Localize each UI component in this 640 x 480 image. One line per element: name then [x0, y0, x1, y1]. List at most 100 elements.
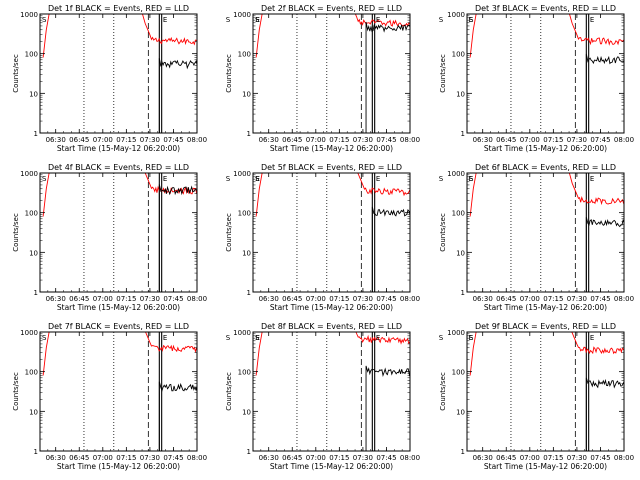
y-tick-label: 10	[29, 90, 38, 98]
x-tick-label: 07:00	[520, 454, 540, 462]
y-tick-label: 1000	[233, 11, 251, 19]
series-events	[158, 58, 197, 133]
panel-title: Det 8f BLACK = Events, RED = LLD	[261, 322, 402, 331]
plot-frame	[39, 331, 198, 452]
marker-label: S	[255, 16, 260, 24]
y-tick-label: 1	[461, 130, 465, 138]
plot-area	[469, 332, 624, 451]
y-tick-label: 1	[34, 289, 38, 297]
x-tick-label: 07:30	[353, 295, 373, 303]
x-axis-label: Start Time (15-May-12 06:20:00)	[57, 462, 180, 471]
x-tick-label: 06:30	[259, 295, 279, 303]
x-tick-label: 07:30	[567, 454, 587, 462]
panel-title: Det 3f BLACK = Events, RED = LLD	[475, 4, 616, 13]
y-tick-label: 1000	[447, 329, 465, 337]
plot-frame	[466, 172, 625, 293]
y-tick-label: 100	[452, 51, 465, 59]
marker-label: E	[376, 175, 380, 183]
y-tick-label: 1000	[20, 329, 38, 337]
x-tick-label: 07:45	[590, 454, 610, 462]
y-tick-label: 1000	[20, 170, 38, 178]
x-tick-label: 07:00	[93, 136, 113, 144]
plot-area	[469, 14, 624, 133]
y-tick-label: 10	[29, 408, 38, 416]
plot-frame	[252, 331, 411, 452]
plot-frame	[252, 13, 411, 134]
series-events	[365, 21, 410, 133]
y-axis-label: Counts/sec	[12, 372, 20, 411]
x-tick-label: 08:00	[400, 454, 420, 462]
marker-label: E	[256, 16, 260, 24]
x-tick-label: 07:00	[93, 454, 113, 462]
y-tick-label: 10	[29, 249, 38, 257]
plot-area	[255, 332, 410, 451]
marker-label: E	[469, 334, 473, 342]
x-tick-label: 08:00	[614, 454, 634, 462]
y-tick-label: 1000	[20, 11, 38, 19]
panel-title: Det 5f BLACK = Events, RED = LLD	[261, 163, 402, 172]
x-tick-label: 07:00	[520, 295, 540, 303]
y-axis-label: Counts/sec	[12, 54, 20, 93]
marker-label: S	[469, 175, 474, 183]
y-axis-label: Counts/sec	[225, 372, 233, 411]
x-axis-label: Start Time (15-May-12 06:20:00)	[484, 303, 607, 312]
x-tick-label: 07:45	[590, 295, 610, 303]
marker-label: E	[590, 334, 594, 342]
panel-7: Det 7f BLACK = Events, RED = LLD11010010…	[12, 322, 260, 471]
series-lld	[469, 14, 624, 58]
plot-frame	[39, 13, 198, 134]
x-tick-label: 06:30	[46, 295, 66, 303]
marker-label: S	[255, 175, 260, 183]
x-tick-label: 06:30	[473, 295, 493, 303]
x-tick-label: 07:30	[567, 136, 587, 144]
marker-label: S	[439, 16, 444, 24]
series-lld	[469, 332, 624, 376]
panel-title: Det 9f BLACK = Events, RED = LLD	[475, 322, 616, 331]
x-tick-label: 06:30	[473, 136, 493, 144]
y-tick-label: 100	[238, 210, 251, 218]
series-events	[158, 184, 197, 292]
panel-2: Det 2f BLACK = Events, RED = LLD11010010…	[225, 4, 473, 153]
x-tick-label: 07:30	[140, 295, 160, 303]
marker-label: E	[163, 334, 167, 342]
x-tick-label: 07:30	[353, 136, 373, 144]
y-tick-label: 1000	[447, 170, 465, 178]
x-axis-label: Start Time (15-May-12 06:20:00)	[270, 462, 393, 471]
y-axis-label: Counts/sec	[225, 213, 233, 252]
y-tick-label: 10	[242, 408, 251, 416]
marker-label: S	[42, 334, 47, 342]
x-tick-label: 07:45	[163, 295, 183, 303]
marker-label: E	[163, 16, 167, 24]
panel-title: Det 7f BLACK = Events, RED = LLD	[48, 322, 189, 331]
marker-label: E	[590, 175, 594, 183]
panel-5: Det 5f BLACK = Events, RED = LLD11010010…	[225, 163, 473, 312]
x-tick-label: 07:00	[520, 136, 540, 144]
x-tick-label: 08:00	[400, 136, 420, 144]
x-axis-label: Start Time (15-May-12 06:20:00)	[484, 462, 607, 471]
marker-label: S	[255, 334, 260, 342]
series-events	[585, 217, 624, 292]
y-tick-label: 100	[452, 369, 465, 377]
x-axis-label: Start Time (15-May-12 06:20:00)	[270, 303, 393, 312]
y-tick-label: 100	[25, 369, 38, 377]
plot-area	[469, 173, 624, 292]
x-tick-label: 07:15	[116, 295, 136, 303]
x-tick-label: 06:45	[496, 454, 516, 462]
x-tick-label: 07:30	[140, 454, 160, 462]
marker-label: S	[439, 175, 444, 183]
y-tick-label: 100	[25, 51, 38, 59]
x-tick-label: 06:45	[282, 136, 302, 144]
plot-area	[42, 14, 197, 133]
x-tick-label: 07:45	[163, 454, 183, 462]
x-axis-label: Start Time (15-May-12 06:20:00)	[57, 303, 180, 312]
y-tick-label: 100	[238, 369, 251, 377]
plot-frame	[252, 172, 411, 293]
x-tick-label: 07:15	[543, 136, 563, 144]
panel-3: Det 3f BLACK = Events, RED = LLD 1 10 100 10…	[439, 4, 634, 153]
x-tick-label: 07:15	[329, 454, 349, 462]
x-tick-label: 06:30	[473, 454, 493, 462]
marker-label: S	[439, 334, 444, 342]
plot-frame	[39, 172, 198, 293]
marker-label: S	[226, 16, 231, 24]
